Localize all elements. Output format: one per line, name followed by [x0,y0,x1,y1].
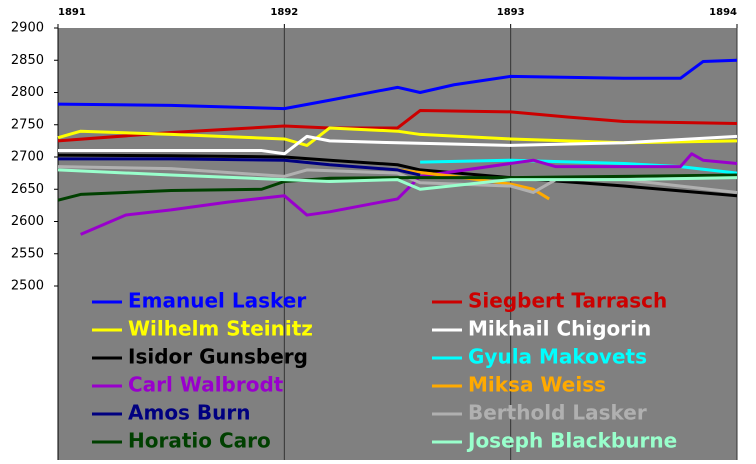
series-line [58,157,421,177]
y-tick-label: 2550 [11,246,44,261]
y-tick-label: 2750 [11,117,44,132]
y-tick-label: 2850 [11,53,44,68]
series-line [57,168,738,191]
series-line [57,109,738,143]
legend-label: Carl Walbrodt [128,373,284,397]
series-line [397,168,550,201]
y-tick-label: 2800 [11,85,44,100]
y-tick-label: 2650 [11,182,44,197]
legend-label: Mikhail Chigorin [468,317,651,341]
series-line [57,58,738,111]
legend-label: Isidor Gunsberg [128,345,308,369]
legend-label: Amos Burn [128,401,251,425]
y-tick-label: 2600 [11,214,44,229]
legend-label: Miksa Weiss [468,373,606,397]
plot-area [58,28,737,460]
series-line [57,126,738,147]
legend-label: Gyula Makovets [468,345,647,369]
legend-label: Wilhelm Steinitz [128,317,313,341]
x-tick-label: 1893 [497,7,525,18]
series-line [420,158,738,175]
y-tick-label: 2900 [11,21,44,36]
series-line [80,152,738,236]
legend-label: Siegbert Tarrasch [468,289,667,313]
legend-label: Joseph Blackburne [466,429,677,453]
y-tick-label: 2500 [11,279,44,294]
legend-label: Horatio Caro [128,429,271,453]
legend-label: Emanuel Lasker [128,289,306,313]
x-tick-label: 1892 [270,7,298,18]
x-tick-label: 1894 [709,7,737,18]
y-tick-label: 2700 [11,150,44,165]
series-line [57,153,738,198]
series-line [58,134,738,156]
x-tick-label: 1891 [58,7,86,18]
legend-label: Berthold Lasker [468,401,647,425]
